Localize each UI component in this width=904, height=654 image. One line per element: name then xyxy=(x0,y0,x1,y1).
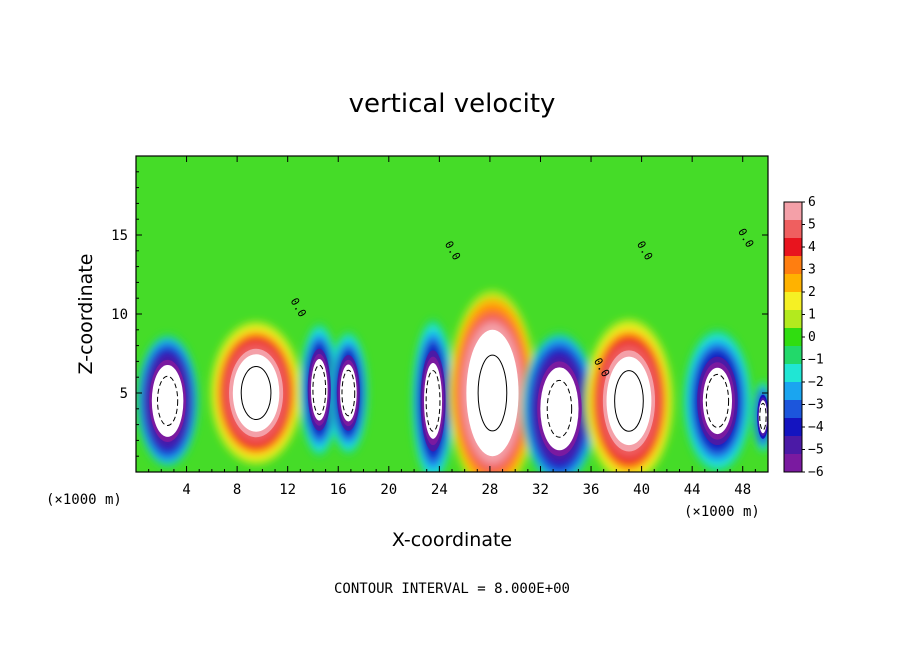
x-tick-label-36: 36 xyxy=(583,482,600,498)
colorbar-label-2: 4 xyxy=(808,240,816,255)
x-tick-label-12: 12 xyxy=(279,482,296,498)
colorbar-swatch-3 xyxy=(784,256,802,275)
cell-2-core xyxy=(310,359,328,421)
colorbar-swatch-2 xyxy=(784,238,802,257)
cell-0-core xyxy=(154,370,181,432)
chart-title: vertical velocity xyxy=(349,89,556,119)
colorbar-swatch-10 xyxy=(784,382,802,401)
colorbar-label-12: −6 xyxy=(808,465,824,480)
cell-1-core xyxy=(236,359,276,427)
x-tick-label-32: 32 xyxy=(532,482,549,498)
y-tick-label-15: 15 xyxy=(111,228,128,244)
colorbar-label-8: −2 xyxy=(808,375,824,390)
colorbar-swatch-13 xyxy=(784,436,802,455)
plot-area: 0.00.00.00.00.0 xyxy=(136,156,768,472)
cell-7-core xyxy=(610,362,648,439)
x-tick-label-24: 24 xyxy=(431,482,448,498)
colorbar-swatch-11 xyxy=(784,400,802,419)
colorbar-swatch-14 xyxy=(784,454,802,473)
y-axis: 5 10 15 xyxy=(111,171,768,457)
colorbar-swatch-0 xyxy=(784,202,802,221)
colorbar-swatch-8 xyxy=(784,346,802,365)
x-tick-label-44: 44 xyxy=(684,482,701,498)
colorbar-label-11: −5 xyxy=(808,443,824,458)
x-tick-label-40: 40 xyxy=(633,482,650,498)
contour-cell-9 xyxy=(759,402,767,431)
contour-cell-4 xyxy=(425,370,441,432)
y-tick-label-10: 10 xyxy=(111,307,128,323)
colorbar-swatch-1 xyxy=(784,220,802,239)
x-tick-label-8: 8 xyxy=(233,482,241,498)
contour-cell-2 xyxy=(312,364,327,415)
velocity-field xyxy=(136,290,768,472)
colorbar-label-5: 1 xyxy=(808,308,816,323)
x-unit-right: (×1000 m) xyxy=(684,504,760,520)
colorbar-swatch-7 xyxy=(784,328,802,347)
colorbar-swatch-9 xyxy=(784,364,802,383)
contour-cell-1 xyxy=(240,365,272,421)
colorbar-label-0: 6 xyxy=(808,195,816,210)
colorbar-swatch-4 xyxy=(784,274,802,293)
cell-4-core xyxy=(424,362,443,439)
colorbar-label-7: −1 xyxy=(808,353,824,368)
colorbar-label-3: 3 xyxy=(808,263,816,278)
colorbar-swatch-5 xyxy=(784,292,802,311)
cell-5-core xyxy=(473,345,512,441)
y-axis-label: Z-coordinate xyxy=(75,254,97,375)
colorbar-label-1: 5 xyxy=(808,218,816,233)
cell-8-core xyxy=(702,367,733,435)
x-unit-left: (×1000 m) xyxy=(46,492,122,508)
contour-interval-note: CONTOUR INTERVAL = 8.000E+00 xyxy=(334,581,570,597)
contour-cell-7 xyxy=(614,370,644,432)
x-tick-label-28: 28 xyxy=(481,482,498,498)
contour-cell-5 xyxy=(477,354,508,432)
colorbar-label-6: 0 xyxy=(808,330,816,345)
cell-6-core xyxy=(543,373,576,445)
contour-cell-6 xyxy=(546,379,573,438)
contour-cell-8 xyxy=(705,373,730,428)
colorbar-swatch-12 xyxy=(784,418,802,437)
x-tick-label-4: 4 xyxy=(182,482,190,498)
colorbar-swatch-6 xyxy=(784,310,802,329)
colorbar-label-10: −4 xyxy=(808,420,824,435)
colorbar-label-4: 2 xyxy=(808,285,816,300)
x-axis: 4 8 12 16 20 24 28 32 36 40 44 48 xyxy=(148,156,756,498)
x-axis-label: X-coordinate xyxy=(392,529,512,551)
x-tick-label-16: 16 xyxy=(330,482,347,498)
colorbar-label-9: −3 xyxy=(808,398,824,413)
contour-cell-3 xyxy=(341,369,356,417)
cell-3-core xyxy=(340,364,357,422)
contour-cell-0 xyxy=(157,375,179,427)
colorbar: 6 5 4 3 2 1 0 −1 −2 −3 −4 −5 −6 xyxy=(783,195,824,480)
field-cores xyxy=(149,329,768,457)
y-tick-label-5: 5 xyxy=(120,386,128,402)
x-tick-label-48: 48 xyxy=(734,482,751,498)
x-tick-label-20: 20 xyxy=(380,482,397,498)
